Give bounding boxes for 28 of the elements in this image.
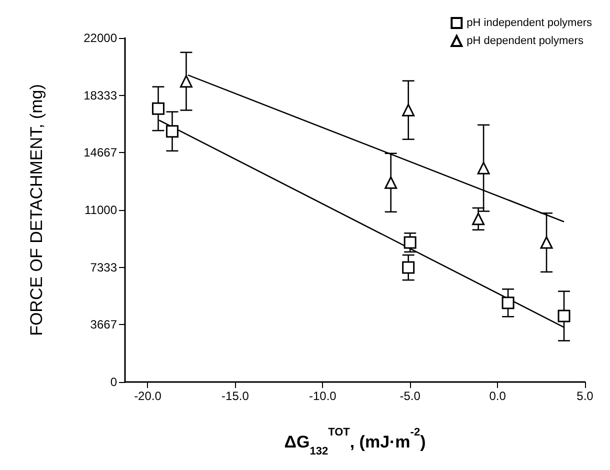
legend-label: pH independent polymers	[466, 17, 592, 29]
point	[404, 236, 416, 249]
point	[402, 104, 415, 116]
point	[558, 310, 570, 322]
point	[180, 75, 192, 88]
x-tick-label: 5.0	[576, 389, 594, 403]
y-tick-label: 0	[110, 375, 118, 389]
point	[384, 176, 398, 189]
x-tick-label: -15.0	[222, 389, 250, 403]
y-tick-label: 7333	[90, 260, 118, 274]
point	[502, 296, 514, 310]
point	[540, 236, 553, 249]
y-axis-title: FORCE OF DETACHMENT, (mg)	[27, 84, 46, 336]
legend-label: pH dependent polymers	[466, 35, 584, 47]
x-tick-label: -20.0	[134, 389, 162, 403]
y-tick-label: 3667	[90, 318, 118, 332]
x-tick-label: 0.0	[489, 389, 506, 403]
y-tick-label: 18333	[84, 88, 118, 102]
point	[152, 102, 164, 115]
y-tick-label: 22000	[84, 31, 118, 45]
x-tick-label: -10.0	[308, 389, 337, 403]
point	[477, 162, 490, 174]
point	[472, 212, 485, 226]
y-tick-label: 14667	[84, 146, 118, 160]
x-tick-label: -5.0	[400, 389, 421, 403]
point	[402, 261, 415, 274]
point	[166, 125, 178, 138]
y-tick-label: 11000	[84, 203, 118, 217]
